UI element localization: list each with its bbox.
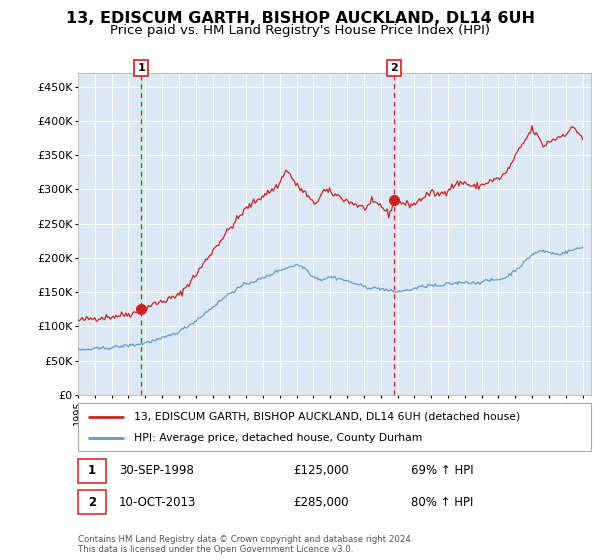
Text: 13, EDISCUM GARTH, BISHOP AUCKLAND, DL14 6UH (detached house): 13, EDISCUM GARTH, BISHOP AUCKLAND, DL14…	[134, 412, 521, 422]
Text: Contains HM Land Registry data © Crown copyright and database right 2024.
This d: Contains HM Land Registry data © Crown c…	[78, 535, 413, 554]
FancyBboxPatch shape	[78, 459, 106, 483]
Text: £125,000: £125,000	[293, 464, 349, 478]
Text: £285,000: £285,000	[293, 496, 349, 509]
Text: 2: 2	[88, 496, 96, 509]
Text: 2: 2	[390, 63, 398, 73]
FancyBboxPatch shape	[78, 403, 591, 451]
Text: 10-OCT-2013: 10-OCT-2013	[119, 496, 196, 509]
Text: 69% ↑ HPI: 69% ↑ HPI	[412, 464, 474, 478]
Text: HPI: Average price, detached house, County Durham: HPI: Average price, detached house, Coun…	[134, 433, 423, 444]
Text: Price paid vs. HM Land Registry's House Price Index (HPI): Price paid vs. HM Land Registry's House …	[110, 24, 490, 37]
Text: 1: 1	[137, 63, 145, 73]
Text: 13, EDISCUM GARTH, BISHOP AUCKLAND, DL14 6UH: 13, EDISCUM GARTH, BISHOP AUCKLAND, DL14…	[65, 11, 535, 26]
Text: 1: 1	[88, 464, 96, 478]
Text: 80% ↑ HPI: 80% ↑ HPI	[412, 496, 474, 509]
Text: 30-SEP-1998: 30-SEP-1998	[119, 464, 194, 478]
FancyBboxPatch shape	[78, 490, 106, 515]
